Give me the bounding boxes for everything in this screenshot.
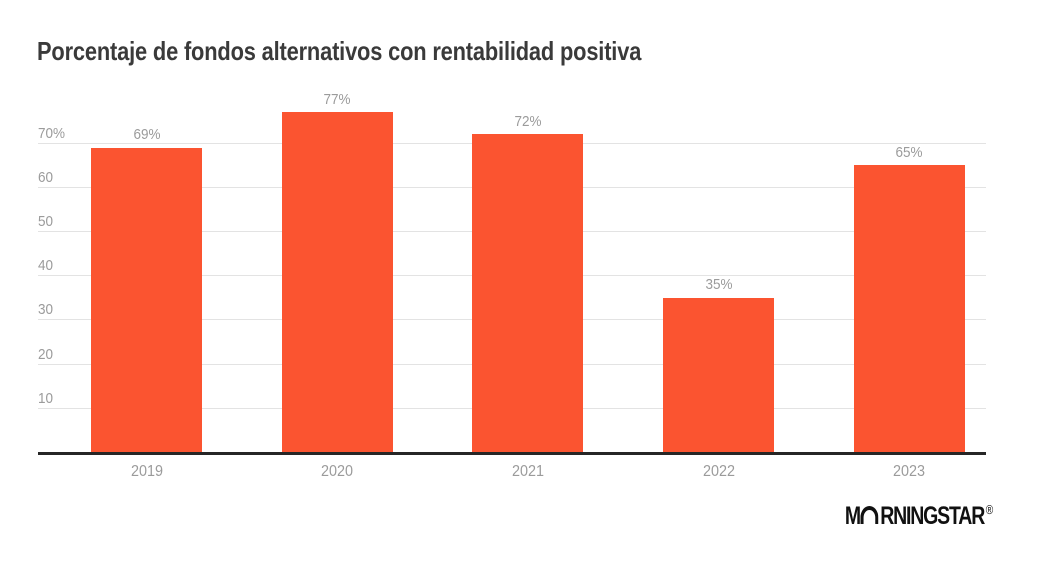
bar-value-label: 35% [705, 276, 733, 294]
y-axis-tick-label: 60 [38, 168, 54, 186]
bar-2021 [472, 134, 584, 453]
y-axis-tick-label: 70% [38, 124, 66, 142]
morningstar-logo: M RNINGSTAR ® [844, 502, 993, 531]
y-axis-tick-label: 20 [38, 345, 54, 363]
bar-2022 [663, 297, 775, 453]
y-axis-tick-label: 40 [38, 257, 54, 275]
bar-value-label: 72% [514, 112, 542, 130]
logo-o-dome-icon [860, 506, 879, 524]
y-axis-tick-label: 10 [38, 389, 54, 407]
bar-2019 [91, 147, 202, 453]
x-axis-label: 2022 [702, 463, 735, 480]
chart-title: Porcentaje de fondos alternativos con re… [37, 36, 642, 66]
registered-trademark-icon: ® [985, 502, 993, 517]
y-axis-tick-label: 30 [38, 301, 54, 319]
x-axis-label: 2019 [130, 463, 163, 480]
x-axis-label: 2023 [893, 463, 926, 480]
x-axis-label: 2021 [511, 463, 544, 480]
logo-m-text: M [844, 502, 861, 530]
bar-2023 [853, 165, 965, 453]
bar-value-label: 65% [895, 143, 923, 161]
logo-rest-text: RNINGSTAR [880, 502, 985, 530]
y-axis-tick-label: 50 [38, 213, 54, 230]
x-axis-line [38, 452, 986, 455]
bar-value-label: 77% [323, 90, 351, 108]
bar-value-label: 69% [132, 126, 161, 144]
bar-2020 [281, 112, 393, 453]
x-axis-label: 2020 [321, 463, 354, 480]
